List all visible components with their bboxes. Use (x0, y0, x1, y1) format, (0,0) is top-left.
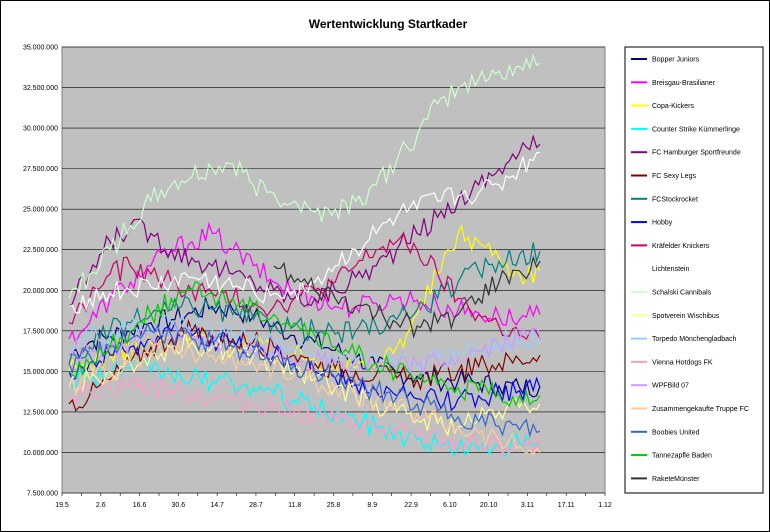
legend-label: RaketeMünster (652, 476, 700, 483)
series-line-torpedo-m-nchengladbach (68, 311, 541, 373)
legend-label: Spotverein Wischibus (652, 313, 720, 320)
y-tick-label: 10.000.000 (23, 450, 58, 457)
y-tick-label: 30.000.000 (23, 126, 58, 133)
y-tick-label: 12.500.000 (23, 409, 58, 416)
legend-label: Bopper Juniors (652, 57, 700, 64)
y-axis: 7.500.000 10.000.000 12.500.000 15.000.000 1… (23, 45, 58, 498)
legend-label: Breisgau-Brasilianer (652, 80, 716, 87)
legend (624, 46, 764, 494)
legend-label: Copa-Kickers (652, 103, 695, 110)
x-tick-label: 25.8 (327, 502, 341, 509)
legend-label: FC Hamburger Sportfreunde (652, 150, 741, 157)
y-tick-label: 35.000.000 (23, 45, 58, 52)
series-line-wpfbild-07 (68, 325, 541, 375)
x-tick-label: 30.6 (172, 502, 186, 509)
series-line-fc-hamburger-sportfreunde (68, 134, 541, 308)
series-line-tannezapfle-baden (68, 280, 541, 408)
series-line-vienna-hotdogs-fk (68, 375, 541, 456)
legend-label: Boobies United (652, 429, 700, 436)
x-tick-label: 14.7 (210, 502, 224, 509)
legend-label: Zusammengekaufte Truppe FC (652, 406, 749, 413)
series-line-fcstockrocket (68, 242, 541, 364)
y-tick-label: 7.500.000 (27, 491, 58, 498)
series-line-boobies-united (68, 322, 541, 438)
x-tick-label: 1.12 (598, 502, 612, 509)
legend-label: Vienna Hotdogs FK (652, 359, 713, 366)
legend-label: WPFBild 07 (652, 383, 689, 390)
y-tick-label: 17.500.000 (23, 328, 58, 335)
series-layer (68, 53, 541, 458)
y-tick-label: 22.500.000 (23, 247, 58, 254)
legend-label: Hobby (652, 220, 673, 227)
plot-area (61, 46, 606, 494)
x-tick-label: 6.10 (443, 502, 457, 509)
legend-label: Tannezapfle Baden (652, 453, 712, 460)
legend-label: FCStockrocket (652, 196, 698, 203)
y-tick-label: 25.000.000 (23, 207, 58, 214)
y-tick-label: 15.000.000 (23, 369, 58, 376)
x-tick-label: 28.7 (249, 502, 263, 509)
series-line-lichtenstein (68, 151, 541, 314)
x-tick-label: 2.6 (96, 502, 106, 509)
legend-label: Kräfelder Knickers (652, 243, 710, 250)
x-tick-label: 8.9 (367, 502, 377, 509)
series-line-raketem-nster (273, 255, 541, 339)
series-line-kr-felder-knickers (68, 232, 541, 341)
x-tick-label: 22.9 (404, 502, 418, 509)
series-line-schalski-cannibals (68, 53, 541, 299)
series-line-fc-sexy-legs (68, 318, 541, 412)
x-tick-label: 20.10 (480, 502, 498, 509)
series-line-spotverein-wischibus (68, 333, 541, 437)
grid-layer (62, 46, 605, 494)
y-tick-label: 32.500.000 (23, 85, 58, 92)
legend-label: Torpedo Mönchengladbach (652, 336, 737, 343)
x-tick-label: 3.11 (521, 502, 534, 509)
series-line-counter-strike-k-mmerlinge (68, 358, 541, 458)
y-tick-label: 27.500.000 (23, 166, 58, 173)
legend-label: Schalski Cannibals (652, 290, 712, 297)
x-axis: 19.5 2.6 16.6 30.6 14.7 28.7 11.8 25.8 8.9 22.9 6.… (55, 493, 612, 509)
x-tick-label: 17.11 (558, 502, 575, 509)
y-tick-label: 20.000.000 (23, 288, 58, 295)
x-tick-label: 19.5 (55, 502, 69, 509)
legend-label: FC Sexy Legs (652, 173, 696, 180)
x-tick-label: 16.6 (133, 502, 147, 509)
chart-title: Wertentwicklung Startkader (309, 17, 468, 31)
legend-items: Bopper Juniors Breisgau-Brasilianer Copa-K… (631, 57, 749, 483)
series-line-zusammengekaufte-truppe-fc (68, 340, 541, 457)
legend-label: Lichtenstein (652, 266, 689, 273)
legend-label: Counter Strike Kümmerlinge (652, 126, 740, 133)
x-tick-label: 11.8 (288, 502, 301, 509)
